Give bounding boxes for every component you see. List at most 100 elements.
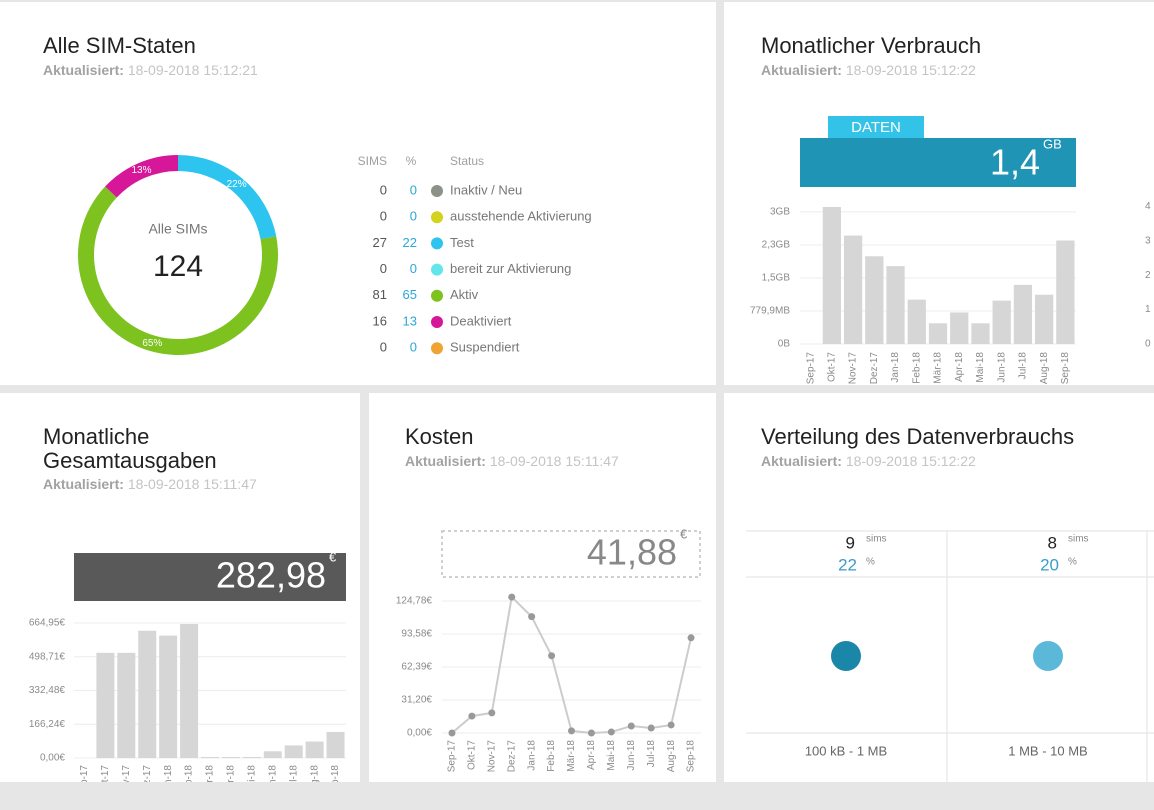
bar [242,756,261,758]
kpi-box [800,138,1076,187]
bar [221,756,240,758]
panel-subtitle: Aktualisiert: 18-09-2018 15:11:47 [43,476,257,492]
x-tick-label: Sep-18 [1060,352,1071,385]
bar [201,756,219,758]
bar-chart: 0,00€ 166,24€ 332,48€ 498,71€ 664,95€ Sep-17 O… [29,549,346,782]
y2-tick-label: 2 [1145,270,1151,281]
x-tick-label: Jan-18 [890,352,901,383]
bar [159,635,178,758]
kpi-tab [828,116,924,138]
updated-date: 18-09-2018 15:11:47 [489,453,619,469]
y-tick-label: 166,24€ [29,719,66,730]
cost-point [548,652,556,660]
line-chart: 0,00€ 31,20€ 62,39€ 93,58€ 124,78€ Sep-17 Okt-… [396,526,701,773]
bar [138,630,157,758]
x-tick-label: Jul-18 [1018,352,1029,380]
slice-label: 13% [131,165,151,176]
bar [284,745,303,758]
updated-date: 18-09-2018 15:12:21 [127,62,258,78]
bucket-count-unit: sims [1068,534,1089,545]
cost-point [468,712,476,720]
legend-dot [431,211,443,224]
y-tick-label: 2,3GB [762,240,791,251]
x-tick-label: Mai-18 [975,352,986,383]
kpi-unit: € [680,526,688,541]
y-tick-label: 332,48€ [29,685,66,696]
distribution-grid: 9 sims 22 % 100 kB - 1 MB 8 sims 20 % 1 MB - 10 M… [746,530,1154,782]
y2-tick-label: 1 [1145,304,1151,315]
x-tick-label: Feb-18 [184,765,195,782]
panel-title: Monatliche Gesamtausgaben [43,424,217,473]
kpi-value: 1,4 [990,142,1040,183]
legend-dot [431,316,443,328]
panel-subtitle: Aktualisiert: 18-09-2018 15:12:22 [761,62,976,78]
bar [928,323,948,344]
updated-date: 18-09-2018 15:12:22 [845,453,976,469]
sim-count: 27 [373,235,387,250]
sim-percent: 13 [403,313,417,328]
donut-slice [105,155,178,198]
kpi-value: 41,88 [587,532,677,573]
bar [263,751,282,758]
x-tick-label: Dez-17 [142,765,153,782]
costs-panel: Kosten Aktualisiert: 18-09-2018 15:11:47… [369,393,716,782]
x-tick-label: Mai-18 [606,740,617,771]
center-total: 124 [153,250,203,283]
kpi-box [74,553,346,601]
panel-title: Alle SIM-Staten [43,33,196,58]
updated-label: Aktualisiert: [43,476,124,492]
panel-title: Monatlicher Verbrauch [761,33,982,58]
y-tick-label: 1,5GB [762,273,791,284]
cost-point [508,593,516,601]
kpi-value: 282,98 [216,555,326,596]
bucket-count-unit: sims [866,534,887,545]
column-header: Status [450,154,484,168]
x-tick-label: Feb-18 [911,352,922,384]
cost-point [647,724,655,732]
legend-label: Inaktiv / Neu [450,182,522,197]
bar [96,652,115,758]
sim-percent: 65 [403,287,417,302]
legend-label: Aktiv [450,287,479,302]
bar [950,312,969,344]
donut-slice [178,155,277,240]
cost-point [587,729,595,737]
bar [117,652,136,758]
bar [180,624,199,758]
legend-label: Deaktiviert [450,313,512,328]
sim-count: 0 [380,261,387,276]
sim-count: 0 [380,209,387,224]
usage-panel: Monatlicher Verbrauch Aktualisiert: 18-0… [724,2,1154,385]
distribution-panel: Verteilung des Datenverbrauchs Aktualisi… [724,393,1154,782]
bar-chart: 0B 779,9MB 1,5GB 2,3GB 3GB 0 1 2 3 4 Sep-17 Okt-17 N… [750,116,1151,385]
x-tick-label: Sep-18 [330,765,341,782]
panel-subtitle: Aktualisiert: 18-09-2018 15:12:22 [761,453,976,469]
y-tick-label: 498,71€ [29,651,66,662]
x-tick-label: Mär-18 [205,765,216,782]
updated-label: Aktualisiert: [43,62,124,78]
y-tick-label: 31,20€ [401,695,432,706]
x-tick-label: Sep-17 [79,765,90,782]
legend-dot [431,185,443,197]
bar [992,300,1011,344]
sim-percent: 0 [410,182,417,197]
x-tick-label: Jul-18 [288,765,299,782]
x-tick-label: Sep-17 [447,740,458,773]
cost-point [667,721,675,729]
x-tick-label: Jul-18 [646,740,657,768]
bar [865,256,884,344]
x-tick-label: Okt-17 [467,740,478,770]
bar [822,206,841,344]
bar [305,741,324,758]
x-tick-label: Apr-18 [226,765,237,782]
y2-tick-label: 3 [1145,235,1151,246]
x-tick-label: Jun-18 [996,352,1007,383]
bucket-percent-unit: % [866,557,875,568]
updated-label: Aktualisiert: [761,453,842,469]
bucket-count: 9 [846,533,855,552]
y-tick-label: 664,95€ [29,618,66,629]
x-tick-label: Jan-18 [526,740,537,771]
y-tick-label: 62,39€ [401,662,432,673]
y-tick-label: 779,9MB [750,306,790,317]
sim-status-panel: Alle SIM-Staten Aktualisiert: 18-09-2018… [0,2,716,385]
